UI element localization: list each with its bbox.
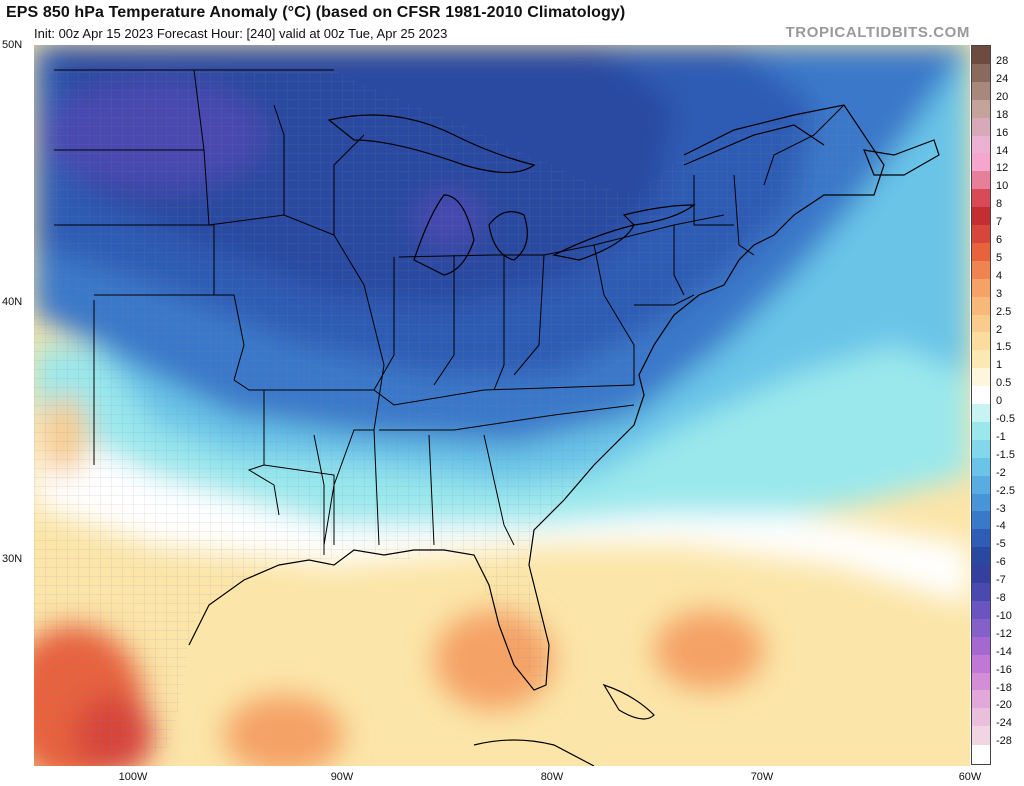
legend-label: -1.5 <box>996 448 1015 461</box>
legend-swatch <box>972 386 990 405</box>
legend-swatch <box>972 171 990 190</box>
legend-label: -28 <box>996 735 1012 748</box>
coastlines <box>188 104 940 766</box>
legend-label: 3 <box>996 287 1003 300</box>
lon-label-60w: 60W <box>958 771 982 783</box>
lat-label-50n: 50N <box>2 39 23 51</box>
legend-swatch <box>972 135 990 154</box>
legend-swatch <box>972 260 990 280</box>
legend-swatch <box>972 457 990 477</box>
legend-label: -14 <box>996 645 1012 658</box>
legend-swatch <box>972 493 990 512</box>
legend-swatch <box>972 81 990 101</box>
legend-label: 0.5 <box>996 377 1012 390</box>
legend-swatch <box>972 583 990 602</box>
legend-swatch <box>972 332 990 351</box>
legend-label: 5 <box>996 251 1003 264</box>
legend-label: 12 <box>996 162 1009 175</box>
anomaly-map <box>34 45 970 766</box>
lon-label-70w: 70W <box>750 771 774 783</box>
legend-label: 2 <box>996 323 1003 336</box>
legend-swatch <box>972 278 990 298</box>
legend-label: 1 <box>996 359 1003 372</box>
legend-label: -20 <box>996 699 1012 712</box>
legend-label: 28 <box>996 55 1009 67</box>
legend-label: 6 <box>996 234 1003 246</box>
legend-swatch <box>972 565 990 584</box>
legend-swatch <box>972 690 990 709</box>
legend-label: -8 <box>996 592 1006 604</box>
lon-label-100w: 100W <box>118 771 148 783</box>
legend-label: -7 <box>996 574 1006 587</box>
legend-swatch <box>972 153 990 172</box>
legend-swatch <box>972 242 990 262</box>
legend-swatch <box>972 636 990 656</box>
legend-label: 20 <box>996 90 1009 103</box>
legend-label: 14 <box>996 144 1009 157</box>
legend-swatch <box>972 99 990 119</box>
legend-swatch <box>972 654 990 673</box>
site-watermark: TROPICALTIDBITS.COM <box>785 24 970 41</box>
legend-label: 1.5 <box>996 341 1012 354</box>
legend-label: 16 <box>996 126 1009 139</box>
legend-swatch <box>972 117 990 136</box>
legend-label: 24 <box>996 72 1009 85</box>
legend-label: -12 <box>996 627 1012 640</box>
legend-label: 8 <box>996 198 1003 211</box>
legend-swatch <box>972 439 990 459</box>
legend-label: -2.5 <box>996 484 1015 497</box>
legend-label: -16 <box>996 663 1012 676</box>
legend-label: -3 <box>996 502 1006 515</box>
legend-swatch <box>972 511 990 530</box>
legend-swatch <box>972 529 990 548</box>
legend-label: 2.5 <box>996 305 1012 318</box>
legend-label: -10 <box>996 609 1012 622</box>
legend-label: -5 <box>996 538 1006 551</box>
legend-label: 7 <box>996 216 1003 229</box>
map-title: EPS 850 hPa Temperature Anomaly (°C) (ba… <box>6 4 626 21</box>
legend-label: -4 <box>996 520 1006 533</box>
legend-swatch <box>972 296 990 315</box>
legend-label: -1 <box>996 430 1006 443</box>
legend-swatch <box>972 726 990 745</box>
legend-swatch <box>972 368 990 387</box>
legend-swatch <box>972 421 990 441</box>
legend-swatch <box>972 207 990 226</box>
legend-swatch <box>972 708 990 727</box>
legend-label: -18 <box>996 681 1012 694</box>
legend-label: -6 <box>996 556 1006 569</box>
legend-swatch <box>972 404 990 423</box>
legend-swatch <box>972 672 990 691</box>
legend-label: -2 <box>996 466 1006 479</box>
color-legend <box>971 45 991 765</box>
map-subtitle: Init: 00z Apr 15 2023 Forecast Hour: [24… <box>34 26 448 41</box>
legend-swatch <box>972 46 990 65</box>
legend-label: 10 <box>996 180 1009 193</box>
legend-swatch <box>972 63 990 83</box>
legend-label: 18 <box>996 108 1009 121</box>
legend-label: -0.5 <box>996 413 1015 425</box>
legend-swatch <box>972 600 990 620</box>
lat-label-30n: 30N <box>2 553 23 565</box>
legend-swatch <box>972 475 990 494</box>
legend-swatch <box>972 618 990 638</box>
legend-swatch <box>972 189 990 208</box>
lon-label-90w: 90W <box>330 771 354 783</box>
legend-swatch <box>972 225 990 244</box>
legend-label: -24 <box>996 717 1012 730</box>
legend-swatch <box>972 547 990 566</box>
legend-swatch <box>972 314 990 333</box>
lon-label-80w: 80W <box>540 771 564 783</box>
lat-label-40n: 40N <box>2 296 23 308</box>
legend-label: 0 <box>996 395 1003 408</box>
state-boundaries <box>54 69 845 555</box>
legend-label: 4 <box>996 269 1003 282</box>
legend-swatch <box>972 350 990 369</box>
